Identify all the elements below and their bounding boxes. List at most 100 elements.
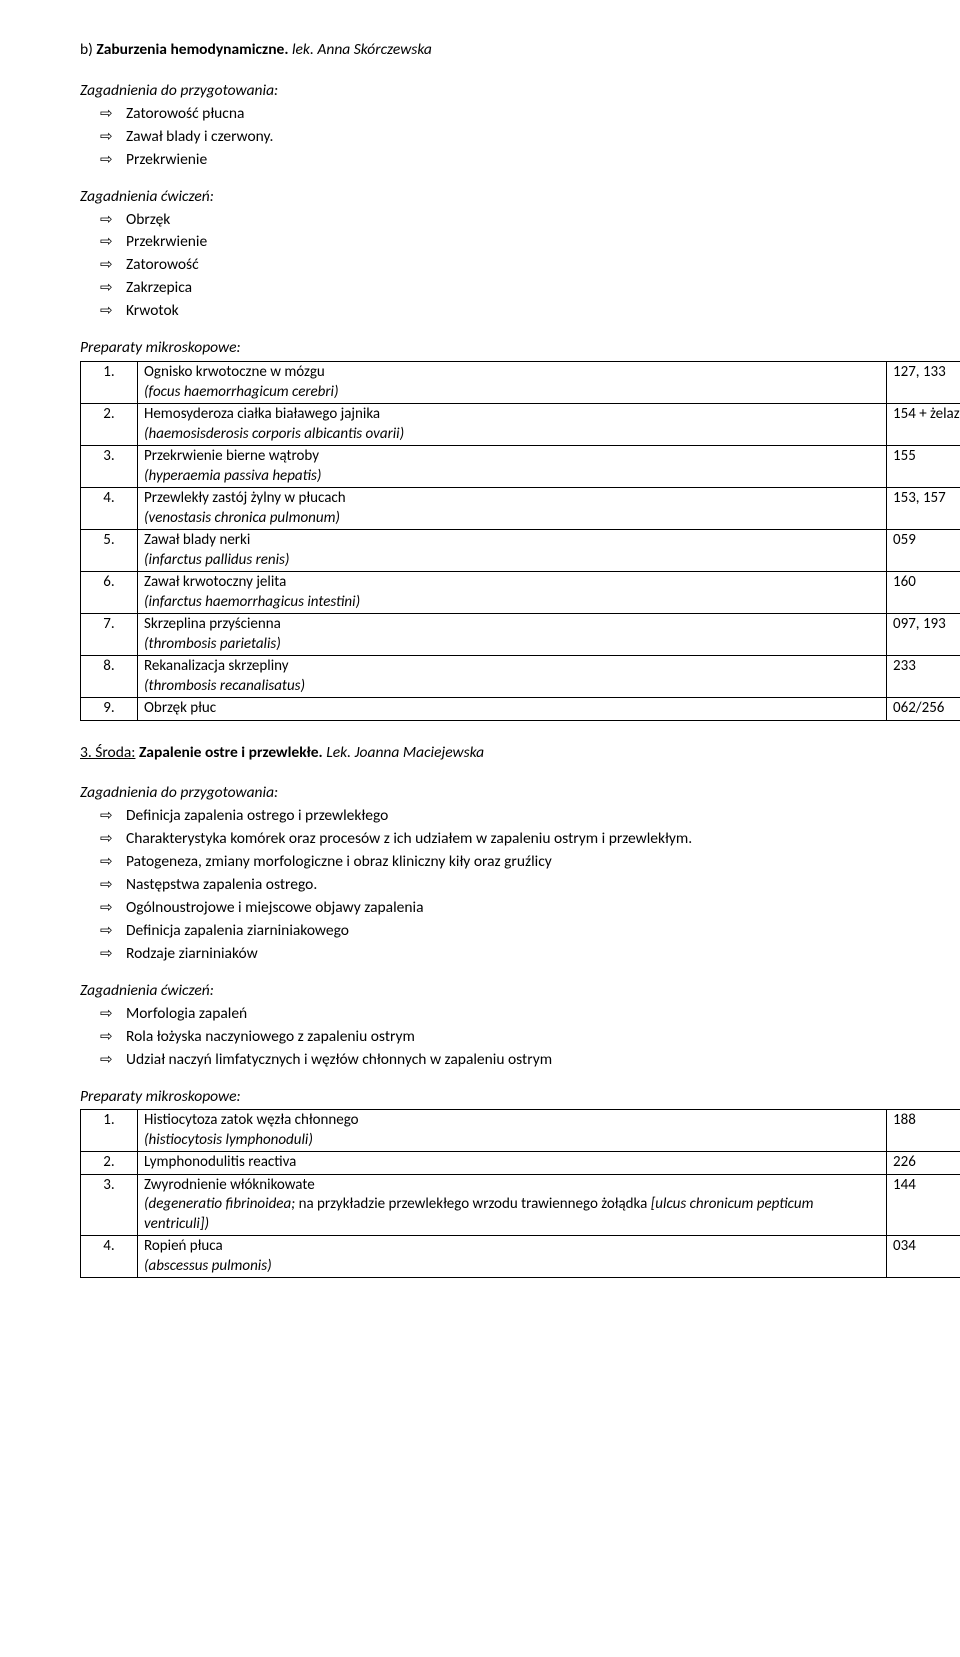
row-code: 155	[887, 446, 960, 488]
row-code: 062/256	[887, 698, 960, 721]
row-main: Histiocytoza zatok węzła chłonnego	[144, 1111, 359, 1129]
section-3-heading: 3. Środa: Zapalenie ostre i przewlekłe. …	[80, 743, 960, 770]
row-sub: (infarctus pallidus renis)	[144, 551, 289, 569]
row-code: 226	[887, 1152, 960, 1175]
row-main: Rekanalizacja skrzepliny	[144, 657, 289, 675]
row-main: Ognisko krwotoczne w mózgu	[144, 363, 325, 381]
section-b-heading: b) Zaburzenia hemodynamiczne. lek. Anna …	[80, 40, 960, 67]
row-desc: Skrzeplina przyścienna (thrombosis pariet…	[138, 614, 887, 656]
row-desc: Zawał krwotoczny jelita(infarctus haemor…	[138, 572, 887, 614]
section-b-bold: Zaburzenia hemodynamiczne.	[96, 40, 288, 59]
row-number: 3.	[81, 1174, 138, 1236]
row-number: 8.	[81, 656, 138, 698]
table-row: 3.Przekrwienie bierne wątroby(hyperaemia…	[81, 446, 960, 488]
section-3-micro-head: Preparaty mikroskopowe:	[80, 1087, 960, 1108]
list-item: Definicja zapalenia ostrego i przewlekłe…	[126, 806, 960, 829]
section-3: 3. Środa: Zapalenie ostre i przewlekłe. …	[80, 743, 960, 1279]
row-sub: (thrombosis parietalis)	[144, 635, 281, 653]
list-item: Zakrzepica	[126, 278, 960, 301]
row-main: Obrzęk płuc	[144, 699, 216, 717]
row-code: 097, 193	[887, 614, 960, 656]
section-3-ex-head: Zagadnienia ćwiczeń:	[80, 981, 960, 1002]
row-main: Zawał krwotoczny jelita	[144, 573, 286, 591]
table-row: 1.Ognisko krwotoczne w mózgu(focus haemo…	[81, 362, 960, 404]
row-sub: (histiocytosis lymphonoduli)	[144, 1131, 313, 1149]
row-sub-plain: na przykładzie przewlekłego wrzodu trawi…	[299, 1195, 651, 1213]
section-b-prep-list: Zatorowość płucna Zawał blady i czerwony…	[80, 104, 960, 173]
row-code: 127, 133	[887, 362, 960, 404]
table-row: 8. Rekanalizacja skrzepliny (thrombosis re…	[81, 656, 960, 698]
row-sub: (focus haemorrhagicum cerebri)	[144, 383, 339, 401]
row-main: Przekrwienie bierne wątroby	[144, 447, 319, 465]
section-3-bold: Zapalenie ostre i przewlekłe.	[135, 743, 322, 762]
section-3-table: 1. Histiocytoza zatok węzła chłonnego (his…	[80, 1109, 960, 1278]
list-item: Patogeneza, zmiany morfologiczne i obraz…	[126, 852, 960, 875]
list-item: Zatorowość	[126, 255, 960, 278]
section-b-prefix: b)	[80, 40, 96, 59]
section-3-prefix: 3. Środa:	[80, 743, 135, 762]
table-row: 7. Skrzeplina przyścienna (thrombosis pari…	[81, 614, 960, 656]
section-b: b) Zaburzenia hemodynamiczne. lek. Anna …	[80, 40, 960, 721]
row-desc: Obrzęk płuc	[138, 698, 887, 721]
section-3-prep-head: Zagadnienia do przygotowania:	[80, 783, 960, 804]
table-row: 4.Przewlekły zastój żylny w płucach(veno…	[81, 488, 960, 530]
list-item: Udział naczyń limfatycznych i węzłów chł…	[126, 1050, 960, 1073]
row-number: 9.	[81, 698, 138, 721]
list-item: Charakterystyka komórek oraz procesów z …	[126, 829, 960, 852]
table-row: 6.Zawał krwotoczny jelita(infarctus haem…	[81, 572, 960, 614]
section-b-ex-head: Zagadnienia ćwiczeń:	[80, 187, 960, 208]
list-item: Ogólnoustrojowe i miejscowe objawy zapal…	[126, 898, 960, 921]
table-row: 1. Histiocytoza zatok węzła chłonnego (his…	[81, 1110, 960, 1152]
row-code: 188	[887, 1110, 960, 1152]
list-item: Zawał blady i czerwony.	[126, 127, 960, 150]
section-b-micro-head: Preparaty mikroskopowe:	[80, 338, 960, 359]
row-main: Zawał blady nerki	[144, 531, 250, 549]
row-sub: (haemosisderosis corporis albicantis ova…	[144, 425, 404, 443]
row-code: 153, 157	[887, 488, 960, 530]
list-item: Zatorowość płucna	[126, 104, 960, 127]
row-desc: Lymphonodulitis reactiva	[138, 1152, 887, 1175]
row-sub: (abscessus pulmonis)	[144, 1257, 272, 1275]
section-b-table: 1.Ognisko krwotoczne w mózgu(focus haemo…	[80, 361, 960, 721]
row-sub: (venostasis chronica pulmonum)	[144, 509, 340, 527]
list-item: Krwotok	[126, 301, 960, 324]
row-code: 059	[887, 530, 960, 572]
row-number: 5.	[81, 530, 138, 572]
list-item: Przekrwienie	[126, 150, 960, 173]
section-3-ex-list: Morfologia zapaleń Rola łożyska naczynio…	[80, 1004, 960, 1073]
table-row: 2.Hemosyderoza ciałka białawego jajnika(…	[81, 404, 960, 446]
row-main: Ropień płuca	[144, 1237, 223, 1255]
row-number: 7.	[81, 614, 138, 656]
row-desc: Rekanalizacja skrzepliny (thrombosis reca…	[138, 656, 887, 698]
row-sub: (thrombosis recanalisatus)	[144, 677, 305, 695]
row-number: 1.	[81, 1110, 138, 1152]
list-item: Definicja zapalenia ziarniniakowego	[126, 921, 960, 944]
list-item: Rola łożyska naczyniowego z zapaleniu os…	[126, 1027, 960, 1050]
section-3-author: Lek. Joanna Maciejewska	[323, 743, 484, 762]
row-sub: (degeneratio fibrinoidea;	[144, 1195, 299, 1213]
row-main: Przewlekły zastój żylny w płucach	[144, 489, 346, 507]
list-item: Przekrwienie	[126, 232, 960, 255]
row-number: 3.	[81, 446, 138, 488]
row-code: 154 + żelazo	[887, 404, 960, 446]
row-desc: Zwyrodnienie włóknikowate(degeneratio fi…	[138, 1174, 887, 1236]
row-code: 144	[887, 1174, 960, 1236]
list-item: Obrzęk	[126, 210, 960, 233]
table-row: 4.Ropień płuca(abscessus pulmonis)034	[81, 1236, 960, 1278]
row-desc: Histiocytoza zatok węzła chłonnego (histi…	[138, 1110, 887, 1152]
row-main: Skrzeplina przyścienna	[144, 615, 281, 633]
row-number: 2.	[81, 1152, 138, 1175]
list-item: Morfologia zapaleń	[126, 1004, 960, 1027]
row-number: 6.	[81, 572, 138, 614]
row-desc: Przekrwienie bierne wątroby(hyperaemia p…	[138, 446, 887, 488]
row-code: 233	[887, 656, 960, 698]
table-row: 3.Zwyrodnienie włóknikowate(degeneratio …	[81, 1174, 960, 1236]
section-b-author: lek. Anna Skórczewska	[288, 40, 431, 59]
section-b-prep-head: Zagadnienia do przygotowania:	[80, 81, 960, 102]
table-row: 9. Obrzęk płuc 062/256	[81, 698, 960, 721]
list-item: Następstwa zapalenia ostrego.	[126, 875, 960, 898]
section-b-title-wrap: b) Zaburzenia hemodynamiczne. lek. Anna …	[80, 40, 432, 61]
row-desc: Hemosyderoza ciałka białawego jajnika (ha…	[138, 404, 887, 446]
table-row: 5. Zawał blady nerki (infarctus pallidus r…	[81, 530, 960, 572]
row-main: Hemosyderoza ciałka białawego jajnika	[144, 405, 380, 423]
